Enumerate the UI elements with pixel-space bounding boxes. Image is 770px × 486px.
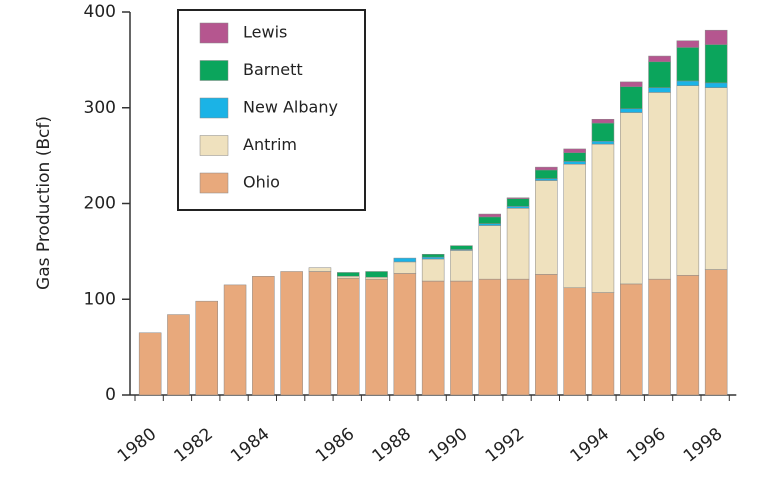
y-axis-label: Gas Production (Bcf) bbox=[34, 116, 54, 290]
bar-segment bbox=[648, 92, 671, 280]
bar-segment bbox=[450, 280, 473, 396]
bar-segment bbox=[620, 108, 643, 113]
bar-segment bbox=[563, 163, 586, 289]
bar-segment bbox=[506, 278, 530, 396]
x-tick-label: 1996 bbox=[623, 424, 669, 466]
bar-segment bbox=[563, 287, 586, 396]
bar-segment bbox=[563, 148, 586, 154]
x-tick-label: 1984 bbox=[227, 424, 273, 466]
bar-segment bbox=[478, 278, 501, 396]
bar-segment bbox=[365, 278, 388, 396]
legend-label: New Albany bbox=[243, 98, 338, 117]
bar-segment bbox=[365, 271, 388, 278]
legend-label: Barnett bbox=[243, 60, 303, 79]
bar-segment bbox=[704, 44, 728, 84]
bar-segment bbox=[138, 332, 162, 396]
bar-segment bbox=[535, 178, 558, 181]
bar-segment bbox=[252, 276, 275, 396]
bar-segment bbox=[450, 250, 473, 282]
bar-segment bbox=[280, 271, 303, 396]
bar-segment bbox=[704, 82, 728, 88]
x-tick-label: 1998 bbox=[680, 424, 726, 466]
bar-segment bbox=[478, 223, 501, 226]
bar-segment bbox=[563, 152, 586, 162]
bar-segment bbox=[620, 86, 643, 109]
x-tick-label: 1986 bbox=[312, 424, 358, 466]
legend-label: Antrim bbox=[243, 135, 297, 154]
bar-segment bbox=[365, 276, 388, 280]
bar-segment bbox=[478, 225, 501, 280]
bar-segment bbox=[421, 253, 445, 258]
bar-segment bbox=[223, 284, 247, 396]
bar-segment bbox=[337, 276, 360, 279]
bar-segment bbox=[450, 245, 473, 250]
bar-segment bbox=[506, 198, 530, 207]
bar-segment bbox=[506, 206, 530, 209]
legend-swatch bbox=[199, 22, 229, 44]
bar-segment bbox=[393, 273, 417, 396]
bar-segment bbox=[676, 275, 700, 396]
bar-segment bbox=[535, 169, 558, 179]
y-tick-label: 200 bbox=[84, 194, 116, 214]
bar-segment bbox=[506, 208, 530, 280]
bar-segment bbox=[393, 257, 417, 263]
bar-segment bbox=[676, 47, 700, 82]
bar-segment bbox=[620, 81, 643, 87]
bar-segment bbox=[337, 277, 360, 396]
bar-segment bbox=[421, 256, 445, 260]
bar-segment bbox=[393, 261, 417, 274]
legend-swatch bbox=[199, 60, 229, 81]
bar-segment bbox=[648, 278, 671, 396]
bar-segment bbox=[506, 197, 530, 199]
bar-segment bbox=[591, 141, 615, 145]
bar-segment bbox=[676, 40, 700, 48]
bar-segment bbox=[535, 274, 558, 396]
y-tick-label: 300 bbox=[84, 98, 116, 118]
x-tick-label: 1994 bbox=[567, 424, 613, 466]
bar-segment bbox=[591, 118, 615, 124]
bar-segment bbox=[591, 122, 615, 142]
bar-segment bbox=[591, 292, 615, 396]
bar-segment bbox=[704, 269, 728, 396]
bar-segment bbox=[478, 216, 501, 224]
legend-label: Ohio bbox=[243, 173, 280, 192]
legend-label: Lewis bbox=[243, 23, 287, 42]
x-tick-label: 1988 bbox=[369, 424, 415, 466]
legend-swatch bbox=[199, 135, 229, 156]
y-tick-label: 400 bbox=[84, 2, 116, 22]
y-tick-label: 100 bbox=[84, 289, 116, 309]
x-tick-label: 1982 bbox=[170, 424, 216, 466]
legend-swatch bbox=[199, 97, 229, 119]
bar-segment bbox=[563, 161, 586, 165]
bar-segment bbox=[648, 87, 671, 93]
bar-segment bbox=[535, 166, 558, 171]
bar-segment bbox=[421, 258, 445, 282]
bar-segment bbox=[704, 29, 728, 45]
bar-segment bbox=[620, 283, 643, 396]
bar-segment bbox=[676, 85, 700, 276]
bar-segment bbox=[620, 112, 643, 285]
bar-segment bbox=[308, 271, 332, 396]
legend-swatch bbox=[199, 172, 229, 194]
x-tick-label: 1992 bbox=[482, 424, 528, 466]
bar-segment bbox=[676, 80, 700, 86]
bar-segment bbox=[704, 87, 728, 270]
bar-segment bbox=[591, 143, 615, 293]
x-tick-label: 1980 bbox=[114, 424, 160, 466]
y-tick-label: 0 bbox=[105, 385, 116, 405]
bar-segment bbox=[308, 267, 332, 272]
bar-segment bbox=[195, 300, 218, 396]
bar-segment bbox=[535, 180, 558, 275]
x-tick-label: 1990 bbox=[425, 424, 471, 466]
bar-segment bbox=[648, 55, 671, 63]
bar-segment bbox=[167, 314, 190, 396]
bar-segment bbox=[337, 272, 360, 277]
bar-segment bbox=[478, 213, 501, 218]
bar-segment bbox=[648, 61, 671, 88]
bar-segment bbox=[421, 280, 445, 396]
